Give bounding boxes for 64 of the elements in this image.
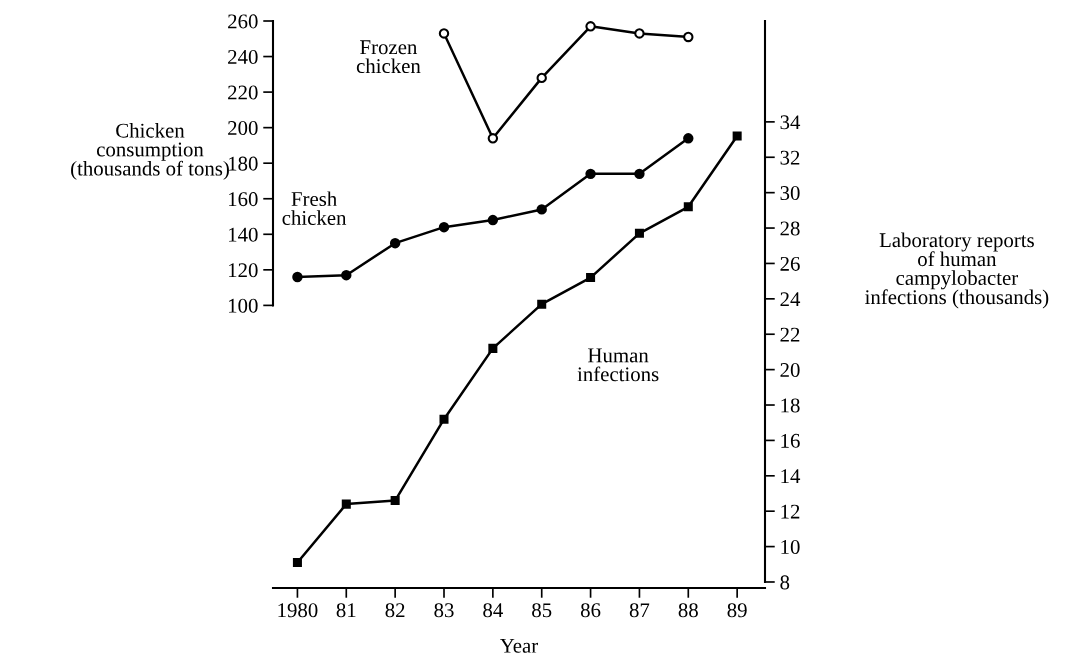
x-tick-label: 88: [678, 603, 698, 618]
point: [292, 558, 302, 568]
y2-tick-label: 32: [780, 150, 800, 165]
y2-tick-label: 28: [780, 221, 800, 236]
point: [439, 414, 449, 424]
x-tick-label: 81: [336, 603, 356, 618]
point: [683, 202, 693, 212]
y2-axis-title: Laboratory reports of human campylobacter infections (thousands): [865, 232, 1049, 309]
point: [487, 214, 499, 226]
point: [488, 343, 498, 353]
y2-tick-label: 12: [781, 504, 800, 519]
y2-tick-label: 20: [780, 363, 800, 378]
point: [341, 269, 352, 281]
point: [683, 31, 694, 43]
y-tick-label: 200: [228, 121, 258, 136]
x-tick-label: 86: [580, 603, 601, 618]
y2-tick-label: 8: [780, 575, 790, 590]
y2-tick-label: 30: [780, 186, 800, 201]
x-tick-label: 87: [629, 603, 650, 618]
point: [536, 72, 547, 84]
y2-tick-label: 16: [781, 433, 800, 448]
point: [536, 204, 547, 215]
y2-tick-label: 34: [780, 115, 801, 130]
y-tick-label: 220: [228, 85, 258, 100]
point: [586, 273, 596, 283]
y-tick-label: 100: [229, 298, 258, 313]
point: [390, 496, 400, 506]
point: [732, 131, 742, 141]
text: Human infections: [577, 348, 659, 382]
y2-tick-label: 10: [781, 539, 800, 555]
y2-tick-label: 18: [781, 398, 800, 413]
point: [683, 133, 694, 144]
y2-tick-label: 22: [780, 327, 800, 342]
y2-tick-label: 24: [780, 292, 801, 307]
x-tick-label: 84: [483, 603, 503, 618]
y-tick-label: 240: [228, 49, 258, 64]
x-tick-label: 89: [727, 603, 747, 618]
point: [585, 21, 596, 32]
point: [634, 28, 645, 39]
y-tick-label: 160: [229, 192, 258, 207]
text: Fresh chicken: [282, 191, 347, 225]
point: [438, 221, 450, 233]
x-tick-label: 83: [434, 603, 454, 618]
point: [634, 168, 645, 180]
y2-tick-label: 14: [781, 469, 801, 484]
x-tick-label: 82: [385, 603, 405, 618]
point: [389, 237, 401, 249]
point: [537, 299, 547, 309]
series-label: Frozen chicken: [356, 40, 421, 74]
point: [292, 271, 303, 283]
x-tick-label: 85: [532, 603, 552, 618]
y-tick-label: 180: [229, 156, 258, 171]
point: [585, 168, 596, 180]
y-tick-label: 120: [229, 263, 258, 278]
point: [487, 133, 499, 144]
y-tick-label: 260: [228, 14, 258, 29]
point: [634, 228, 644, 238]
y-axis-title: Chicken consumption (thousands of tons): [71, 122, 229, 180]
x-axis-title: Year: [500, 638, 539, 653]
point: [341, 499, 351, 509]
y2-tick-label: 26: [780, 256, 800, 271]
x-tick-label: 1980: [278, 603, 318, 618]
point: [438, 28, 450, 39]
y-tick-label: 140: [229, 227, 258, 242]
